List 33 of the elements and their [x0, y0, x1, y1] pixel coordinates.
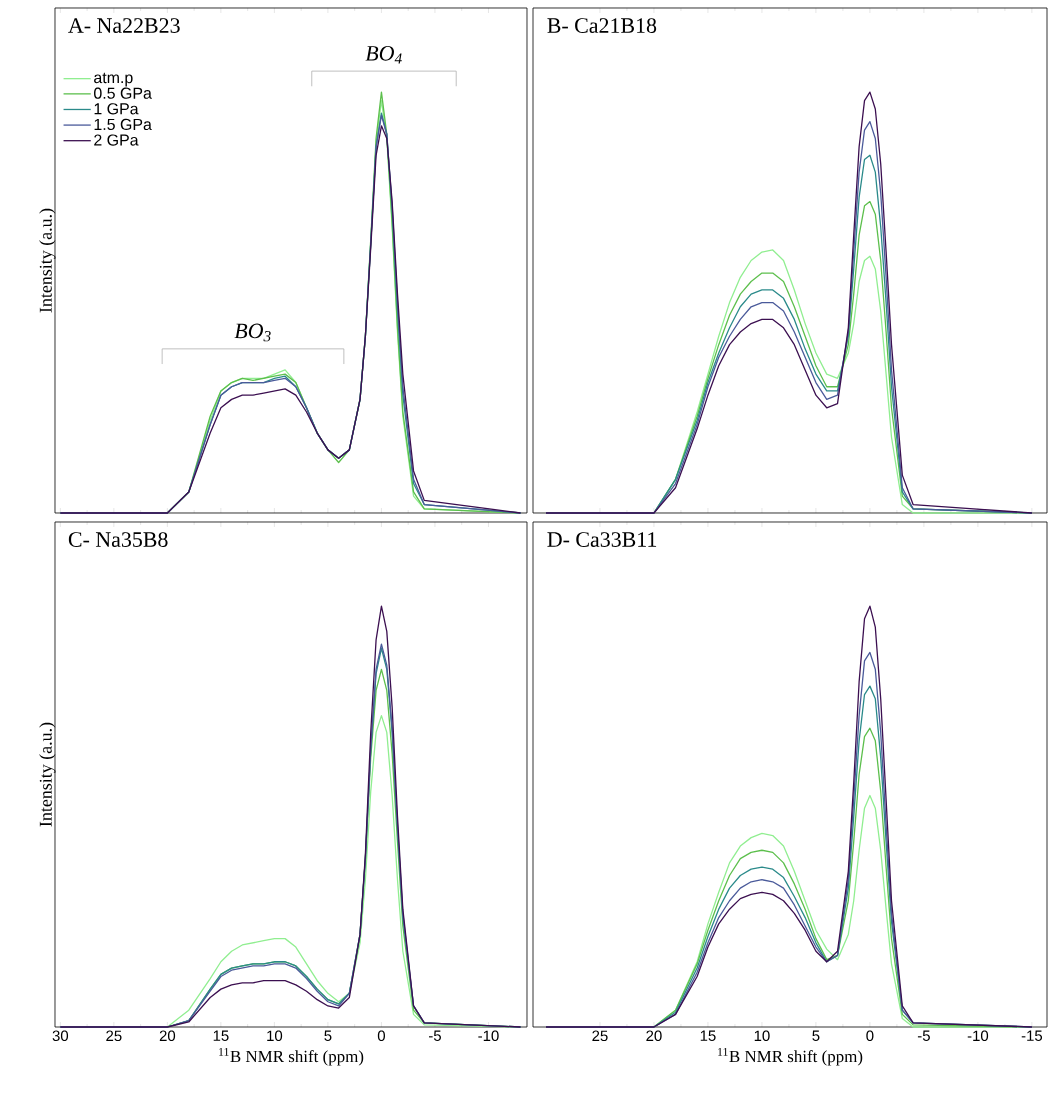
x-tick-label: -5 [428, 1030, 441, 1041]
x-tick-label: 10 [267, 1030, 283, 1042]
legend-label: 1 GPa [94, 103, 139, 115]
chart-title: B- Ca21B18 [547, 18, 657, 33]
y-axis-title: Intensity (a.u.) [39, 722, 56, 827]
x-tick-label: -10 [478, 1030, 499, 1042]
x-tick-label: 5 [324, 1030, 332, 1041]
chart-title: D- Ca33B11 [547, 532, 657, 547]
x-tick-label: 15 [213, 1030, 229, 1041]
x-tick-label: -10 [967, 1030, 989, 1042]
x-tick-label: 15 [700, 1030, 716, 1041]
x-tick-label: -15 [1021, 1030, 1043, 1041]
x-tick-label: 20 [159, 1030, 176, 1042]
x-tick-label: 25 [106, 1030, 122, 1042]
x-tick-label: 0 [377, 1030, 385, 1042]
x-tick-label: 30 [52, 1030, 69, 1042]
legend-label: atm.p [94, 72, 133, 87]
x-tick-label: -5 [917, 1030, 930, 1041]
legend-label: 0.5 GPa [94, 87, 152, 99]
y-axis-title: Intensity (a.u.) [39, 208, 56, 313]
x-axis-title: $^{11}$B NMR shift (ppm) [718, 1047, 863, 1066]
legend-label: 1.5 GPa [94, 118, 152, 131]
x-tick-label: 25 [592, 1030, 608, 1042]
x-tick-label: 10 [754, 1030, 770, 1042]
text: BO$_{4}$ [365, 45, 402, 64]
x-tick-label: 5 [812, 1030, 820, 1041]
chart-title: C- Na35B8 [68, 532, 168, 547]
chart-title: A- Na22B23 [68, 18, 180, 33]
x-tick-label: 20 [646, 1030, 662, 1042]
x-axis-title: $^{11}$B NMR shift (ppm) [219, 1047, 364, 1066]
legend-label: 2 GPa [94, 134, 139, 146]
x-tick-label: 0 [866, 1030, 874, 1042]
annotation: BO$_{3}$ [234, 323, 271, 342]
